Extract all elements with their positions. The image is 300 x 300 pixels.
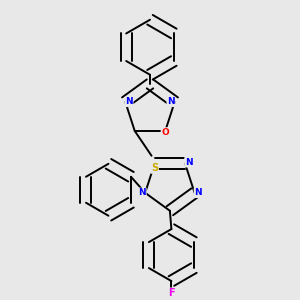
Text: F: F [168, 288, 175, 298]
Text: S: S [151, 163, 158, 173]
Text: O: O [161, 128, 169, 137]
Text: N: N [125, 98, 133, 106]
Text: N: N [194, 188, 202, 197]
Text: N: N [167, 98, 175, 106]
Text: N: N [185, 158, 193, 167]
Text: N: N [138, 188, 146, 197]
